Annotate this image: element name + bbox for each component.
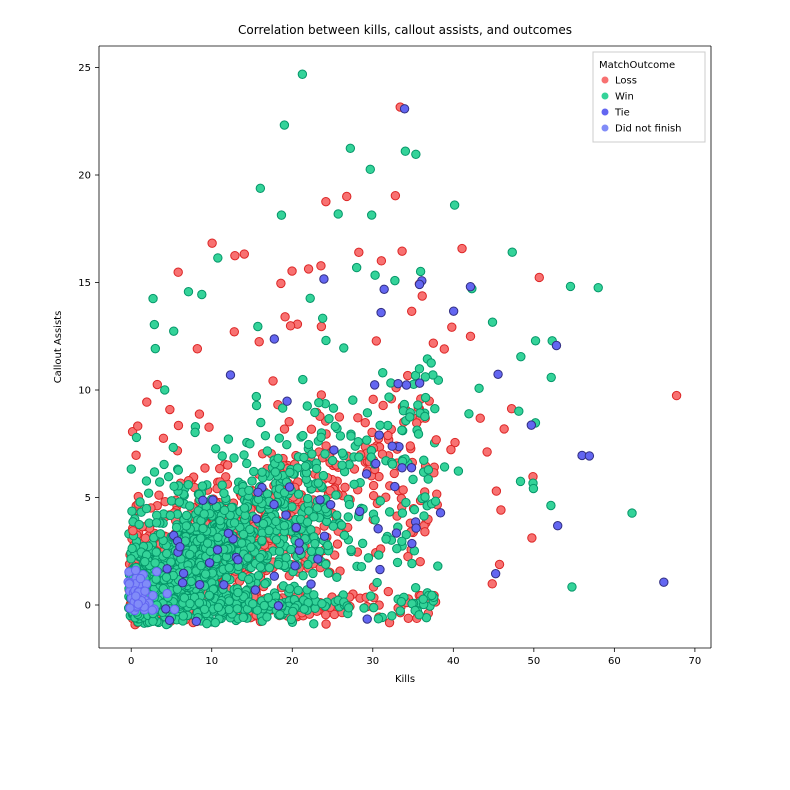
svg-text:40: 40	[447, 656, 460, 667]
svg-text:Win: Win	[615, 92, 634, 103]
svg-text:20: 20	[78, 171, 91, 182]
scatter-chart: 0 10 20 30 40 50 60 70 0 5 10 15 20 25 Kills Callout As…	[0, 0, 790, 790]
svg-text:50: 50	[527, 656, 540, 667]
svg-text:60: 60	[608, 656, 621, 667]
svg-text:10: 10	[205, 656, 218, 667]
svg-text:5: 5	[85, 493, 91, 504]
svg-text:70: 70	[689, 656, 702, 667]
svg-text:Tie: Tie	[614, 108, 630, 119]
svg-text:15: 15	[78, 278, 91, 289]
svg-text:10: 10	[78, 386, 91, 397]
svg-text:MatchOutcome: MatchOutcome	[599, 60, 675, 71]
svg-text:Correlation between kills, cal: Correlation between kills, callout assis…	[238, 23, 572, 37]
svg-text:Did not finish: Did not finish	[615, 124, 682, 135]
svg-text:30: 30	[366, 656, 379, 667]
svg-text:Loss: Loss	[615, 76, 637, 87]
svg-text:0: 0	[85, 601, 91, 612]
svg-text:Kills: Kills	[395, 674, 415, 685]
svg-text:Callout Assists: Callout Assists	[53, 311, 64, 384]
svg-text:25: 25	[78, 63, 91, 74]
svg-text:0: 0	[128, 656, 134, 667]
svg-text:20: 20	[286, 656, 299, 667]
